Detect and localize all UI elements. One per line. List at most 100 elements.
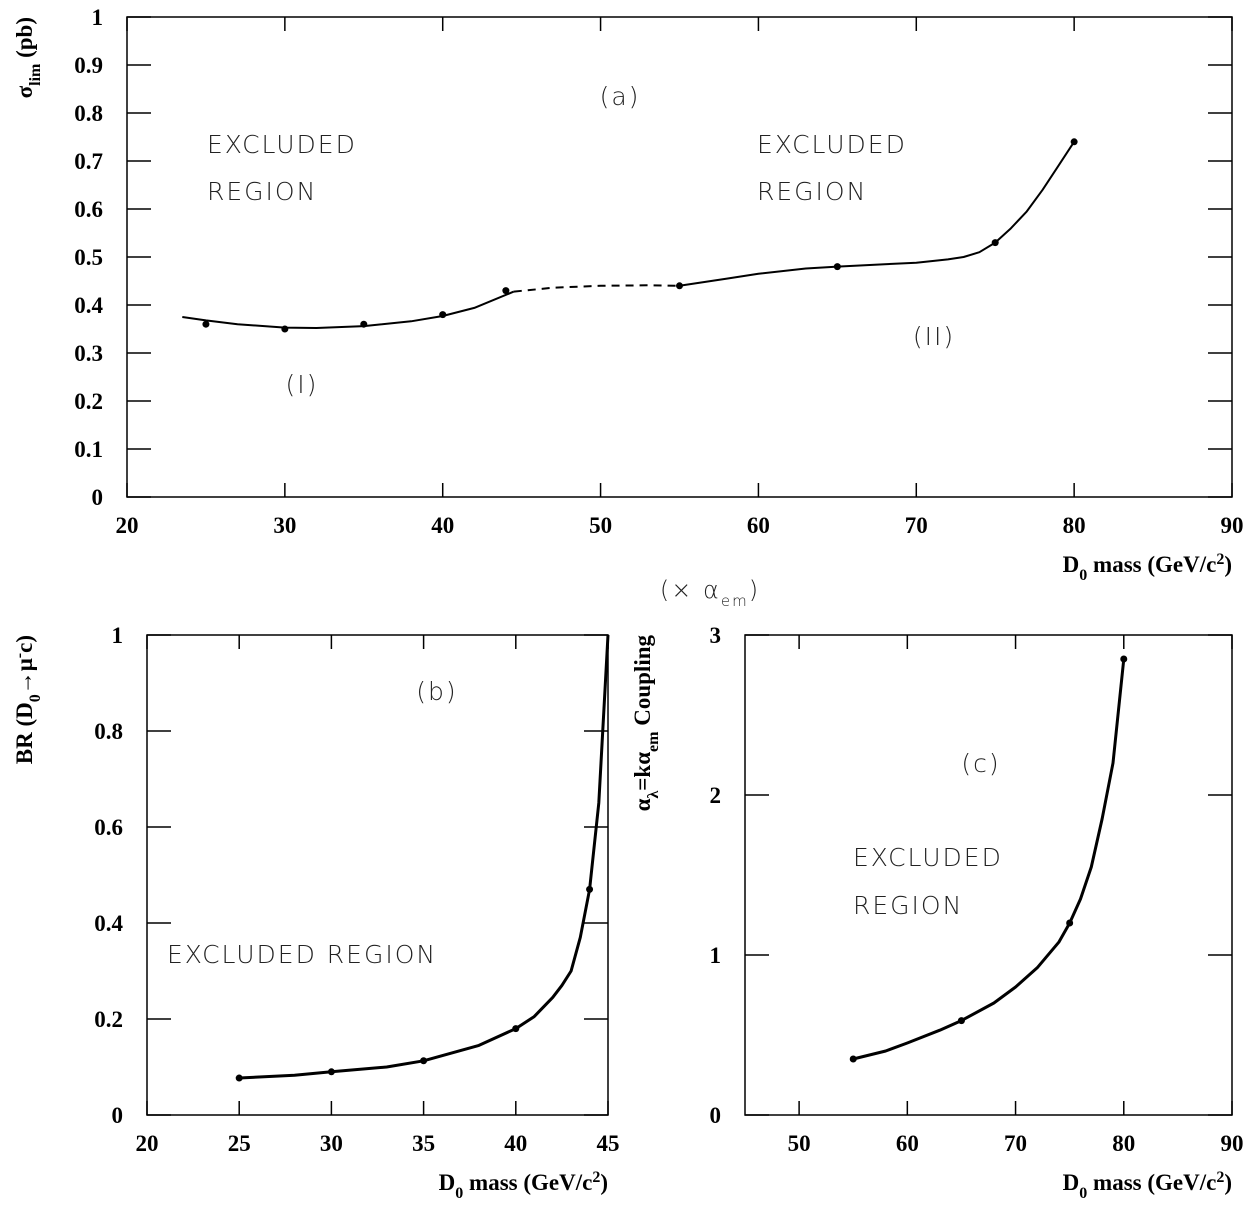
- y-unit-label: (× αem): [660, 576, 760, 610]
- x-axis-label-part: mass (GeV/c: [1087, 552, 1216, 577]
- y-tick-label: 1: [92, 5, 104, 30]
- data-point: [502, 287, 510, 295]
- y-axis-label-part: =kα: [630, 752, 655, 791]
- data-point: [833, 263, 841, 271]
- data-point: [586, 885, 594, 893]
- y-tick-label: 0: [92, 485, 104, 510]
- fit-curve: [513, 284, 680, 293]
- x-tick-label: 80: [1112, 1131, 1135, 1156]
- panel: 20 30 40 50 60 70 80 9000.10.20.30.40.50.60.70.…: [12, 5, 1244, 584]
- fit-curve: [679, 141, 1075, 287]
- y-axis-label: σlim (pb): [12, 17, 44, 98]
- x-axis-label-part: D: [439, 1170, 456, 1195]
- x-tick-label: 30: [320, 1131, 343, 1156]
- fit-curve: [239, 634, 610, 1080]
- x-axis-label-part: mass (GeV/c: [1087, 1170, 1216, 1195]
- x-axis-label-part: 2: [1216, 1169, 1224, 1186]
- y-tick-label: 0.4: [94, 911, 123, 936]
- data-point: [202, 320, 210, 328]
- y-axis-label-part: c): [12, 635, 37, 653]
- plot-frame: [146, 634, 609, 1116]
- x-tick-label: 30: [273, 513, 296, 538]
- panel-label: (b): [416, 677, 457, 706]
- data-point: [1066, 919, 1074, 927]
- x-axis-label-part: 2: [592, 1169, 600, 1186]
- x-tick-label: 40: [504, 1131, 527, 1156]
- x-tick-label: 70: [905, 513, 928, 538]
- x-tick-label: 80: [1063, 513, 1086, 538]
- annotation: (II): [913, 322, 955, 351]
- data-point: [420, 1057, 428, 1065]
- y-tick-label: 0: [112, 1103, 124, 1128]
- y-tick-label: 0.5: [74, 245, 103, 270]
- x-tick-label: 20: [116, 513, 139, 538]
- y-unit-label-part: ): [749, 576, 760, 604]
- panel-label: (c): [961, 749, 1000, 778]
- y-axis-label-part: lim: [27, 63, 44, 86]
- y-tick-label: 3: [710, 623, 722, 648]
- y-tick-label: 2: [710, 783, 722, 808]
- data-point: [281, 325, 289, 333]
- y-axis-label-part: BR (D: [12, 702, 37, 764]
- data-point: [512, 1025, 520, 1033]
- data-point: [235, 1074, 243, 1082]
- y-tick-label: 1: [112, 623, 124, 648]
- panel-label: (a): [600, 82, 641, 111]
- data-point: [439, 311, 447, 319]
- y-tick-label: 0.8: [94, 719, 123, 744]
- y-axis-label-part: (pb): [12, 17, 37, 64]
- y-axis-label-part: λ: [645, 791, 662, 799]
- y-axis-label-part: em: [645, 731, 662, 752]
- plot-frame: [126, 16, 1233, 498]
- x-tick-label: 90: [1221, 513, 1244, 538]
- y-axis-label: αλ=kαem Coupling: [630, 635, 662, 812]
- data-point: [957, 1017, 965, 1025]
- x-tick-label: 40: [431, 513, 454, 538]
- y-axis-label-part: -: [11, 653, 28, 658]
- annotation: REGION: [757, 177, 867, 206]
- x-axis-label-part: D: [1063, 1170, 1080, 1195]
- data-point: [360, 320, 368, 328]
- x-axis-label-part: ): [1224, 552, 1232, 577]
- x-axis-label-part: D: [1063, 552, 1080, 577]
- annotation: REGION: [207, 177, 317, 206]
- y-tick-label: 0.1: [74, 437, 103, 462]
- x-axis-label-part: ): [600, 1170, 608, 1195]
- y-tick-label: 0.9: [74, 53, 103, 78]
- data-point: [849, 1055, 857, 1063]
- annotation: EXCLUDED: [853, 843, 1003, 872]
- y-tick-label: 0.2: [94, 1007, 123, 1032]
- y-tick-label: 0.6: [74, 197, 103, 222]
- y-tick-label: 0.8: [74, 101, 103, 126]
- x-tick-label: 70: [1004, 1131, 1027, 1156]
- x-axis-label-part: 0: [455, 1185, 463, 1202]
- x-tick-label: 90: [1221, 1131, 1244, 1156]
- x-axis-label: D0 mass (GeV/c2): [1063, 1169, 1232, 1202]
- fit-curve: [182, 290, 515, 329]
- y-tick-label: 1: [710, 943, 722, 968]
- y-tick-label: 0.3: [74, 341, 103, 366]
- annotation: EXCLUDED REGION: [167, 940, 437, 969]
- x-tick-label: 20: [136, 1131, 159, 1156]
- y-axis-label-part: α: [630, 798, 655, 811]
- annotation: (I): [286, 370, 319, 399]
- x-axis-label: D0 mass (GeV/c2): [439, 1169, 608, 1202]
- x-axis-label-part: ): [1224, 1170, 1232, 1195]
- plot-frame: [744, 634, 1233, 1116]
- fit-curve: [852, 658, 1126, 1061]
- y-axis-label-part: 0: [27, 694, 44, 702]
- y-tick-label: 0.7: [74, 149, 103, 174]
- y-unit-label-part: (× α: [660, 576, 721, 604]
- x-tick-label: 60: [896, 1131, 919, 1156]
- annotation: EXCLUDED: [757, 130, 907, 159]
- x-axis-label-part: 0: [1079, 567, 1087, 584]
- x-tick-label: 35: [412, 1131, 435, 1156]
- y-unit-label-part: em: [721, 592, 749, 610]
- y-axis-label-part: →μ: [12, 658, 37, 694]
- y-tick-label: 0.2: [74, 389, 103, 414]
- x-tick-label: 50: [788, 1131, 811, 1156]
- x-axis-label-part: 2: [1216, 551, 1224, 568]
